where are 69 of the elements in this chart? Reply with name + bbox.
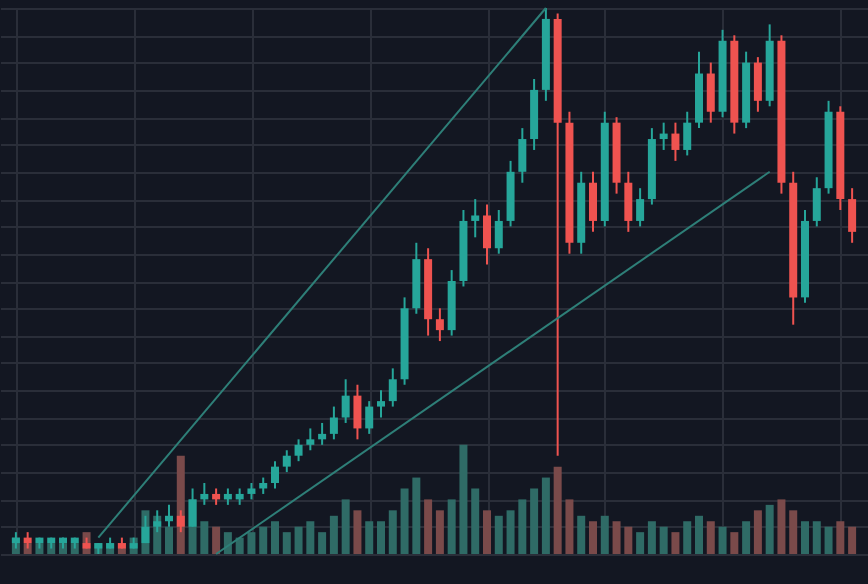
candlestick [365,400,374,435]
bar [365,521,374,554]
bar [530,488,539,554]
bar [424,499,433,554]
bar [377,521,385,554]
bar [212,526,221,554]
bar [165,526,173,554]
candlestick [341,378,350,424]
bar [318,532,327,554]
bar [435,510,444,554]
bar [706,521,715,554]
bar [282,532,291,554]
bar [836,521,845,554]
bar [730,532,739,554]
candlestick [659,121,668,151]
bar [753,510,762,554]
bar [577,515,586,554]
bar [341,499,350,554]
bar [742,521,751,554]
candlestick [294,438,303,463]
bar [471,488,480,554]
candlestick [306,427,315,452]
bar [259,526,268,554]
candlestick [812,176,821,228]
bar [695,515,703,554]
bar [600,515,609,554]
candlestick [671,121,680,162]
bar [789,510,798,554]
bar [659,526,668,554]
bar [636,532,645,554]
candlestick [589,170,597,233]
bar [589,521,597,554]
candlestick [435,307,444,343]
candlestick [683,110,692,157]
candlestick [377,389,385,419]
candlestick [388,367,397,408]
bar [777,499,786,554]
bar [541,477,550,554]
candlestick [471,198,480,239]
candlestick [753,56,762,113]
candlestick [176,509,185,534]
bar [848,526,857,554]
candlestick [353,383,362,441]
candlestick [624,170,633,233]
candlestick [271,460,279,490]
bar [647,521,656,554]
candlestick [518,127,527,184]
bar [765,504,774,554]
bar [671,532,680,554]
bar [718,526,727,554]
candlestick [200,482,209,506]
candlestick [494,209,503,255]
candlestick [318,421,327,446]
bar [683,521,692,554]
bar [271,521,279,554]
candlestick [329,405,338,441]
bar [494,515,503,554]
candlestick [636,187,645,228]
bar [824,526,833,554]
candlestick [282,449,291,474]
candlestick [848,187,857,244]
bar [353,510,362,554]
bar [388,510,397,554]
bar [812,521,821,554]
candlestick [483,203,491,266]
bar [483,510,491,554]
bar [329,515,338,554]
bar [801,521,809,554]
candlestick [706,61,715,124]
